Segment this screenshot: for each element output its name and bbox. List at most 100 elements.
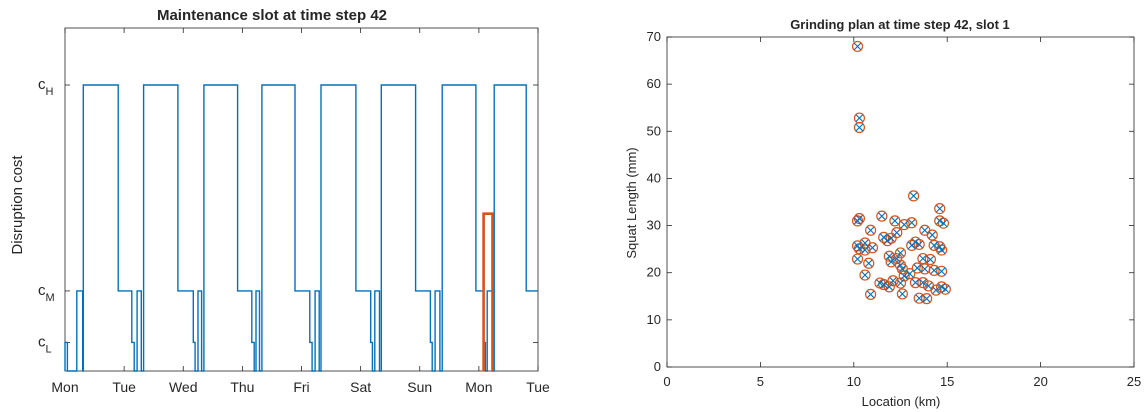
grinding-plan-circle-point <box>859 269 871 281</box>
squat-cross-point <box>930 241 938 250</box>
left-y-tick-label: cL <box>38 333 52 355</box>
right-y-tick-label: 50 <box>647 123 661 138</box>
grinding-plan-circle-point <box>911 262 923 274</box>
left-x-tick-label: Thu <box>230 379 254 395</box>
squat-cross-point <box>932 286 940 294</box>
squat-cross-point <box>939 219 948 227</box>
right-x-tick-label: 5 <box>757 374 764 389</box>
squat-cross-point <box>853 217 862 225</box>
squat-cross-point <box>911 278 920 287</box>
grinding-plan-circle-point <box>935 265 948 277</box>
grinding-plan-circle-point <box>937 217 950 229</box>
right-x-axis-label: Location (km) <box>862 394 941 409</box>
grinding-plan-circle-point <box>904 268 916 280</box>
squat-cross-point <box>891 217 899 225</box>
grinding-plan-circle-point <box>853 121 866 134</box>
left-x-tick-label: Tue <box>112 379 136 395</box>
left-series-group <box>64 84 538 372</box>
grinding-plan-circle-point <box>907 190 920 202</box>
grinding-plan-circle-point <box>924 253 936 266</box>
squat-cross-point <box>915 294 923 302</box>
squat-cross-point <box>909 192 918 200</box>
squat-cross-point <box>878 212 886 220</box>
squat-cross-point <box>915 240 923 249</box>
squat-cross-point <box>896 279 905 287</box>
grinding-plan-circle-point <box>878 231 890 243</box>
squat-cross-point <box>921 265 929 273</box>
squat-cross-point <box>930 266 938 275</box>
squat-cross-point <box>853 42 862 51</box>
right-y-tick-label: 70 <box>647 29 661 44</box>
squat-cross-point <box>937 246 946 254</box>
left-x-tick-label: Mon <box>465 379 492 395</box>
left-chart-title: Maintenance slot at time step 42 <box>157 7 387 24</box>
left-x-tick-label: Wed <box>169 379 198 395</box>
squat-cross-point <box>866 290 875 299</box>
squat-cross-point <box>924 282 933 290</box>
left-y-axis-label: Disruption cost <box>9 155 26 255</box>
right-y-tick-label: 20 <box>647 265 661 280</box>
squat-cross-point <box>898 290 907 298</box>
squat-cross-point <box>900 220 908 229</box>
right-x-tick-label: 25 <box>1127 374 1141 389</box>
squat-cross-point <box>861 246 869 254</box>
squat-cross-point <box>853 255 862 263</box>
grinding-plan-circle-point <box>909 277 922 289</box>
squat-cross-point <box>906 269 914 278</box>
grinding-plan-circle-point <box>889 215 901 227</box>
grinding-plan-circle-point <box>928 264 940 276</box>
grinding-plan-circle-point <box>894 247 907 259</box>
right-x-tick-label: 15 <box>940 374 954 389</box>
squat-cross-point <box>928 231 936 239</box>
squat-cross-point <box>922 294 931 303</box>
squat-cross-point <box>876 279 884 287</box>
squat-cross-point <box>896 249 905 257</box>
squat-cross-point <box>936 217 944 225</box>
squat-cross-point <box>855 123 864 132</box>
right-y-tick-label: 40 <box>647 170 661 185</box>
squat-cross-point <box>921 226 929 234</box>
left-y-tick-label: cM <box>38 282 55 304</box>
squat-cross-point <box>908 241 916 250</box>
squat-cross-point <box>936 204 944 213</box>
squat-cross-point <box>855 114 864 122</box>
grinding-plan-circle-point <box>930 284 942 296</box>
disruption-cost-line <box>64 84 538 372</box>
grinding-plan-circle-point <box>883 281 895 293</box>
squat-cross-point <box>898 265 907 273</box>
grinding-plan-circle-point <box>891 227 903 239</box>
right-x-tick-label: 20 <box>1033 374 1047 389</box>
squat-cross-point <box>926 255 935 264</box>
squat-cross-point <box>893 254 901 263</box>
right-x-tick-label: 0 <box>663 374 670 389</box>
grinding-plan-circle-point <box>934 203 946 215</box>
squat-cross-point <box>885 252 893 260</box>
squat-cross-point <box>883 236 892 245</box>
squat-cross-point <box>889 277 897 285</box>
squat-cross-point <box>866 226 875 234</box>
grinding-plan-circle-point <box>917 252 929 265</box>
squat-cross-point <box>887 258 895 266</box>
squat-cross-point <box>941 285 950 293</box>
right-y-tick-label: 30 <box>647 218 661 233</box>
squat-cross-point <box>919 278 927 287</box>
left-x-tick-label: Sat <box>350 379 371 395</box>
right-y-ticks: 0 10 20 30 40 50 60 70 <box>647 29 1134 374</box>
right-x-ticks: 0 5 10 15 20 25 <box>663 37 1141 389</box>
left-y-tick-label: cH <box>38 76 54 98</box>
squat-cross-point <box>893 228 901 237</box>
left-y-ticks: cL cM cH <box>38 76 538 355</box>
squat-cross-point <box>868 244 877 252</box>
grinding-plan-circle-point <box>917 277 929 289</box>
grinding-plan-circle-point <box>896 288 908 300</box>
squat-cross-point <box>861 271 869 279</box>
grinding-plan-circle-point <box>926 229 938 241</box>
right-y-axis-label: Squat Length (mm) <box>624 147 639 258</box>
grinding-plan-circle-point <box>851 40 864 53</box>
squat-cross-point <box>913 264 922 272</box>
right-y-tick-label: 10 <box>647 312 661 327</box>
right-plot-box <box>666 36 1135 368</box>
left-plot-box <box>64 27 539 372</box>
squat-cross-point <box>896 261 905 269</box>
squat-cross-point <box>908 219 916 227</box>
